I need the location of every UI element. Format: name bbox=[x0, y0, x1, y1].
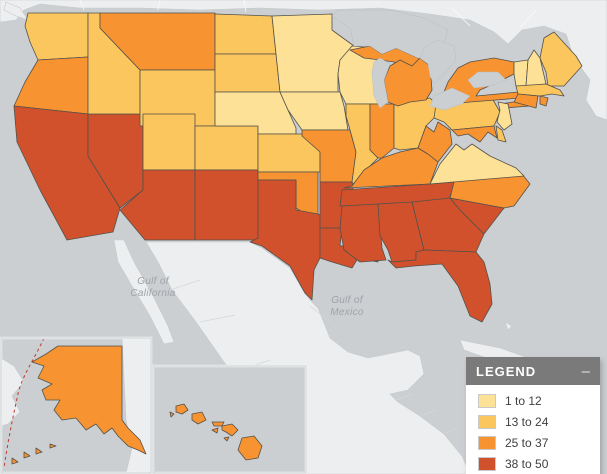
legend-swatch-1 bbox=[478, 394, 496, 408]
state-connecticut[interactable] bbox=[513, 93, 539, 109]
lake-michigan bbox=[371, 57, 391, 109]
state-maryland[interactable] bbox=[451, 125, 498, 143]
hawaii-inset-background bbox=[153, 366, 306, 473]
lake-huron bbox=[419, 39, 457, 85]
legend-label-2: 13 to 24 bbox=[505, 415, 549, 429]
legend-swatch-2 bbox=[478, 415, 496, 429]
state-hawaii-oahu[interactable] bbox=[191, 411, 207, 425]
state-michigan-lower[interactable] bbox=[383, 57, 433, 107]
alaska-inset bbox=[0, 336, 153, 474]
hawaii-inset bbox=[151, 364, 308, 474]
legend-header: LEGEND – bbox=[466, 357, 600, 385]
state-north-dakota[interactable] bbox=[214, 13, 277, 55]
state-hawaii-niihau[interactable] bbox=[169, 411, 175, 418]
gulf-of-california-label: Gulf of California bbox=[130, 276, 176, 299]
state-virginia[interactable] bbox=[429, 143, 525, 185]
state-texas[interactable] bbox=[249, 179, 323, 301]
state-rhode-island[interactable] bbox=[539, 95, 549, 107]
bahamas bbox=[504, 321, 513, 331]
state-michigan-group[interactable] bbox=[349, 45, 433, 107]
canada-land bbox=[0, 0, 607, 121]
alaska-aleutian-2[interactable] bbox=[35, 447, 43, 455]
legend-item: 38 to 50 bbox=[478, 457, 588, 471]
vancouver-island bbox=[3, 1, 29, 21]
alaska-inset-border bbox=[0, 337, 152, 474]
state-west-virginia[interactable] bbox=[417, 121, 453, 163]
state-hawaii-kahoolawe[interactable] bbox=[223, 436, 230, 442]
baja-california bbox=[113, 239, 175, 345]
legend-swatch-3 bbox=[478, 436, 496, 450]
state-hawaii-big-island[interactable] bbox=[237, 435, 263, 461]
legend-item: 1 to 12 bbox=[478, 394, 588, 408]
state-hawaii-lanai[interactable] bbox=[211, 427, 219, 434]
state-delaware[interactable] bbox=[495, 125, 507, 143]
legend-body: 1 to 12 13 to 24 25 to 37 38 to 50 bbox=[466, 385, 600, 474]
state-hawaii-molokai[interactable] bbox=[211, 421, 225, 427]
gulf-of-mexico-label: Gulf of Mexico bbox=[330, 295, 364, 318]
state-hawaii-maui[interactable] bbox=[221, 423, 239, 437]
lake-erie bbox=[429, 87, 471, 111]
state-washington[interactable] bbox=[24, 12, 89, 61]
legend-label-4: 38 to 50 bbox=[505, 457, 549, 471]
legend-item: 13 to 24 bbox=[478, 415, 588, 429]
state-new-hampshire[interactable] bbox=[525, 49, 547, 87]
state-hawaii-kauai[interactable] bbox=[175, 403, 189, 415]
legend-swatch-4 bbox=[478, 457, 496, 471]
canada-province-borders bbox=[79, 0, 537, 29]
state-utah[interactable] bbox=[142, 113, 196, 171]
legend-panel: LEGEND – 1 to 12 13 to 24 25 to 37 38 to… bbox=[466, 357, 600, 474]
state-florida[interactable] bbox=[387, 249, 493, 323]
legend-label-1: 1 to 12 bbox=[505, 394, 542, 408]
hawaii-inset-border bbox=[152, 365, 307, 474]
state-maine[interactable] bbox=[539, 31, 583, 87]
legend-label-3: 25 to 37 bbox=[505, 436, 549, 450]
state-new-mexico[interactable] bbox=[194, 169, 259, 241]
international-boundary-dashed-line bbox=[3, 337, 45, 469]
lake-ontario bbox=[467, 71, 507, 89]
great-lakes bbox=[331, 9, 507, 111]
state-indiana[interactable] bbox=[369, 103, 395, 159]
legend-item: 25 to 37 bbox=[478, 436, 588, 450]
state-south-dakota[interactable] bbox=[214, 53, 281, 93]
state-alaska[interactable] bbox=[31, 345, 147, 455]
state-new-jersey[interactable] bbox=[496, 101, 513, 131]
alaska-aleutian-3[interactable] bbox=[49, 443, 57, 449]
legend-title: LEGEND bbox=[476, 363, 537, 379]
legend-collapse-icon[interactable]: – bbox=[581, 362, 590, 380]
us-states bbox=[13, 12, 583, 323]
state-colorado[interactable] bbox=[194, 125, 259, 171]
alaska-aleutian-1[interactable] bbox=[23, 451, 31, 459]
alaska-aleutian-4[interactable] bbox=[11, 457, 19, 465]
